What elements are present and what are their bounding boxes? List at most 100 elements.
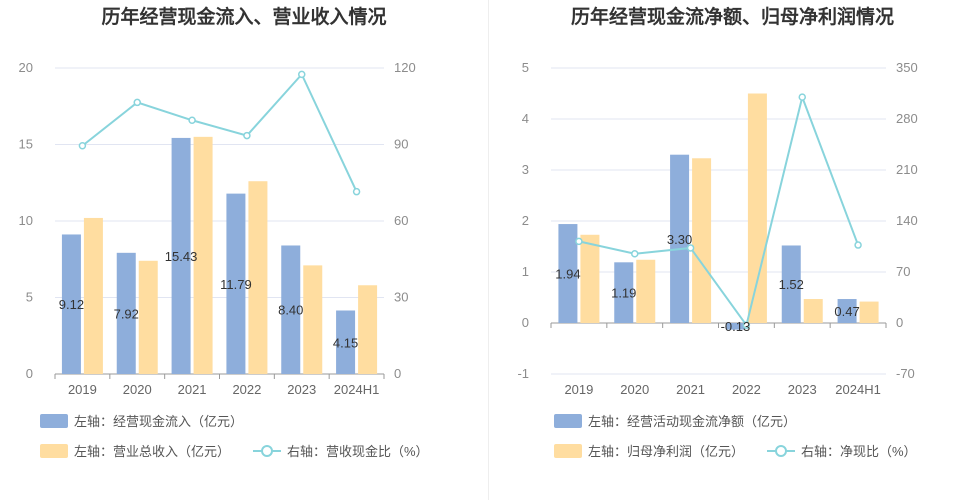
legend-line-swatch xyxy=(767,444,795,458)
legend-label: 右轴：净现比（%） xyxy=(801,444,917,459)
x-axis-tick: 2023 xyxy=(287,382,316,397)
bar-series2 xyxy=(358,285,378,374)
bar-series1 xyxy=(226,193,246,374)
left-legend-item-bar2[interactable]: 左轴：营业总收入（亿元） xyxy=(40,441,230,460)
x-axis-tick: 2019 xyxy=(564,382,593,397)
bar-series2 xyxy=(303,265,323,374)
line-point xyxy=(352,187,361,196)
right-axis-tick: 350 xyxy=(896,60,918,75)
right-legend-item-bar2[interactable]: 左轴：归母净利润（亿元） xyxy=(554,441,744,460)
x-axis-tick: 2020 xyxy=(620,382,649,397)
x-axis-tick: 2021 xyxy=(178,382,207,397)
right-axis-tick: 120 xyxy=(394,60,416,75)
right-chart-title: 历年经营现金流净额、归母净利润情况 xyxy=(570,7,894,28)
legend-line-swatch xyxy=(253,444,281,458)
left-chart-title: 历年经营现金流入、营业收入情况 xyxy=(101,7,387,28)
right-legend-item-line[interactable]: 右轴：净现比（%） xyxy=(767,441,917,460)
bar-series1 xyxy=(558,224,578,323)
x-axis-tick: 2020 xyxy=(123,382,152,397)
line-point xyxy=(686,244,695,252)
bar-series1 xyxy=(670,154,690,323)
bar-series1 xyxy=(61,234,81,374)
bar-data-label: 7.92 xyxy=(114,306,139,321)
x-axis-tick: 2021 xyxy=(676,382,705,397)
bar-series1 xyxy=(781,245,801,323)
legend-label: 左轴：营业总收入（亿元） xyxy=(74,444,231,459)
line-point xyxy=(133,98,141,107)
left-axis-tick: 1 xyxy=(522,264,529,279)
left-axis-tick: 20 xyxy=(19,60,33,75)
bar-series2 xyxy=(248,181,268,374)
bar-series2 xyxy=(193,136,213,374)
legend-swatch xyxy=(554,413,582,428)
bar-data-label: -0.13 xyxy=(721,319,751,334)
left-axis-tick: 3 xyxy=(522,162,529,177)
legend-label: 左轴：归母净利润（亿元） xyxy=(588,444,745,459)
bar-series2 xyxy=(580,234,600,323)
right-axis-tick: 210 xyxy=(896,162,918,177)
bar-series1 xyxy=(171,137,191,374)
bar-data-label: 8.40 xyxy=(278,303,303,318)
x-axis-tick: 2023 xyxy=(788,382,817,397)
right-chart-panel: -1 0 1 2 3 4 5 -70 0 70 140 210 280 350 2019 2020 2021 20… xyxy=(488,0,975,500)
right-chart-svg: -1 0 1 2 3 4 5 -70 0 70 140 210 280 350 2019 2020 2021 20… xyxy=(517,60,918,397)
left-axis-tick: 0 xyxy=(26,366,33,381)
bar-series2 xyxy=(859,301,879,323)
bar-series2 xyxy=(138,260,158,374)
line-point xyxy=(188,116,196,125)
x-axis-tick: 2024H1 xyxy=(334,382,380,397)
left-legend-item-line[interactable]: 右轴：营收现金比（%） xyxy=(253,441,429,460)
line-point xyxy=(243,131,251,140)
x-axis-tick: 2022 xyxy=(232,382,261,397)
legend-swatch xyxy=(40,413,68,428)
bar-series1 xyxy=(336,310,356,374)
left-axis-tick: 10 xyxy=(19,213,33,228)
bar-series1 xyxy=(281,245,301,374)
bar-series2 xyxy=(636,259,656,323)
left-chart-svg: 0 5 10 15 20 0 30 60 90 120 2019 2020 2021 2022 2023 20… xyxy=(19,60,416,397)
bar-series1 xyxy=(837,299,857,323)
right-axis-tick: 30 xyxy=(394,290,408,305)
line-point xyxy=(298,70,306,79)
bar-series2 xyxy=(692,158,712,323)
legend-swatch xyxy=(554,443,582,458)
line-point xyxy=(631,250,639,258)
line-point xyxy=(798,93,806,101)
x-axis-tick: 2022 xyxy=(732,382,761,397)
line-point xyxy=(742,321,751,329)
right-axis-tick: -70 xyxy=(896,366,915,381)
left-axis-tick: 2 xyxy=(522,213,529,228)
line-point xyxy=(575,237,583,246)
bar-series1 xyxy=(614,262,634,323)
right-axis-tick: 0 xyxy=(394,366,401,381)
legend-label: 左轴：经营现金流入（亿元） xyxy=(74,414,244,429)
legend-label: 右轴：营收现金比（%） xyxy=(287,444,429,459)
bar-data-label: 3.30 xyxy=(667,232,692,247)
right-axis-tick: 140 xyxy=(896,213,918,228)
line-point xyxy=(78,142,87,150)
right-axis-tick: 90 xyxy=(394,137,408,152)
left-chart-panel: 0 5 10 15 20 0 30 60 90 120 2019 2020 2021 2022 2023 20… xyxy=(19,7,429,460)
left-axis-tick: 5 xyxy=(26,290,33,305)
legend-label: 左轴：经营活动现金流净额（亿元） xyxy=(588,414,797,429)
bar-series1 xyxy=(116,252,136,374)
bar-data-label: 1.52 xyxy=(779,277,804,292)
bar-data-label: 0.47 xyxy=(834,304,859,319)
right-axis-tick: 60 xyxy=(394,213,408,228)
bar-series1 xyxy=(725,323,745,330)
bar-data-label: 9.12 xyxy=(59,297,84,312)
right-legend-item-bar1[interactable]: 左轴：经营活动现金流净额（亿元） xyxy=(554,411,796,430)
x-axis-tick: 2019 xyxy=(68,382,97,397)
bar-data-label: 1.94 xyxy=(555,267,580,282)
line-point xyxy=(854,241,862,249)
line-series xyxy=(578,93,860,328)
bar-data-label: 15.43 xyxy=(165,249,198,264)
left-axis-tick: -1 xyxy=(517,366,529,381)
bar-data-label: 1.19 xyxy=(611,286,636,301)
right-axis-tick: 280 xyxy=(896,111,918,126)
left-legend-item-bar1[interactable]: 左轴：经营现金流入（亿元） xyxy=(40,411,243,430)
left-axis-tick: 0 xyxy=(522,315,529,330)
bar-series2 xyxy=(803,299,823,323)
left-axis-tick: 15 xyxy=(19,137,33,152)
bar-data-label: 4.15 xyxy=(333,335,358,350)
